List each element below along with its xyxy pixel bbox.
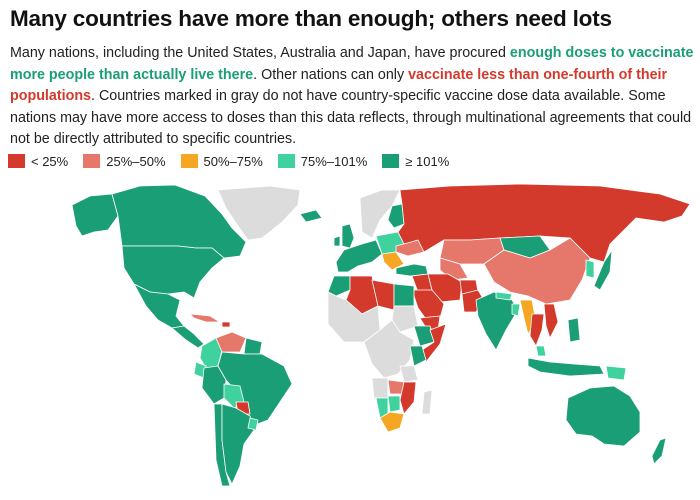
country-japan[interactable] (593, 249, 613, 291)
country-ireland[interactable] (333, 235, 341, 247)
country-alaska[interactable] (71, 193, 119, 237)
country-mozambique[interactable] (399, 381, 417, 415)
legend-item-25-50: 25%–50% (83, 153, 166, 169)
country-egypt[interactable] (393, 283, 415, 307)
description-highlight-green: enough doses to vaccinate more people th… (10, 45, 694, 83)
country-south-africa[interactable] (379, 411, 405, 433)
legend-swatch (277, 154, 295, 168)
description-text: Many nations, including the United State… (10, 45, 510, 61)
description-highlight-red: vaccinate less than one-fourth of their … (10, 66, 668, 105)
country-venezuela[interactable] (215, 331, 247, 353)
country-botswana[interactable] (387, 395, 401, 413)
country-brazil[interactable] (217, 351, 293, 427)
country-ethiopia[interactable] (413, 325, 435, 347)
country-uruguay[interactable] (247, 417, 259, 431)
country-central-america[interactable] (171, 325, 205, 349)
country-malaysia[interactable] (535, 345, 547, 357)
legend-item-lt25: < 25% (8, 154, 68, 169)
country-cuba[interactable] (189, 313, 221, 323)
country-guianas[interactable] (243, 337, 263, 355)
legend-label: 25%–50% (106, 153, 166, 169)
country-korea[interactable] (585, 259, 595, 279)
country-finland[interactable] (387, 203, 405, 229)
country-nepal[interactable] (495, 291, 513, 301)
country-sudan[interactable] (391, 305, 419, 333)
country-indonesia[interactable] (527, 357, 605, 377)
legend-swatch (382, 154, 400, 168)
legend-label: 50%–75% (203, 153, 263, 169)
country-morocco[interactable] (327, 275, 351, 297)
country-west-africa[interactable] (327, 291, 381, 343)
country-somalia[interactable] (421, 323, 447, 363)
country-thailand[interactable] (529, 313, 545, 347)
country-tanzania[interactable] (399, 365, 419, 383)
legend-label: ≥ 101% (405, 153, 450, 169)
legend-swatch (180, 154, 198, 168)
description-text: . Other nations can only (253, 66, 409, 83)
country-madagascar[interactable] (421, 389, 433, 415)
country-caribbean[interactable] (221, 321, 231, 328)
country-vietnam[interactable] (543, 303, 559, 339)
legend-swatch (8, 154, 25, 168)
country-philippines[interactable] (567, 317, 581, 343)
country-uk[interactable] (341, 223, 355, 249)
country-angola[interactable] (371, 377, 389, 399)
description: Many nations, including the United State… (10, 43, 696, 151)
country-balkans[interactable] (381, 251, 405, 271)
country-bangladesh[interactable] (511, 303, 521, 317)
country-iceland[interactable] (299, 209, 323, 223)
legend-item-75-101: 75%–101% (277, 153, 368, 169)
legend-label: < 25% (31, 153, 69, 169)
legend-item-gte101: ≥ 101% (382, 154, 449, 169)
country-china[interactable] (483, 237, 591, 305)
country-scandinavia[interactable] (359, 189, 401, 239)
legend-label: 75%–101% (300, 153, 368, 169)
legend-swatch (83, 154, 101, 168)
country-kenya[interactable] (409, 345, 427, 367)
country-greenland[interactable] (217, 185, 301, 241)
country-australia[interactable] (565, 385, 641, 447)
country-papua-new-guinea[interactable] (605, 365, 627, 381)
world-map (71, 183, 691, 487)
legend-item-50-75: 50%–75% (180, 153, 263, 169)
description-text: . Countries marked in gray do not have c… (10, 88, 692, 148)
country-mexico[interactable] (133, 283, 185, 329)
legend: < 25% 25%–50% 50%–75% 75%–101% ≥ 101% (8, 153, 464, 169)
page-title: Many countries have more than enough; ot… (10, 6, 612, 31)
country-argentina[interactable] (221, 403, 255, 485)
country-india[interactable] (475, 291, 519, 351)
country-new-zealand[interactable] (651, 437, 667, 465)
country-western-europe[interactable] (335, 239, 383, 273)
